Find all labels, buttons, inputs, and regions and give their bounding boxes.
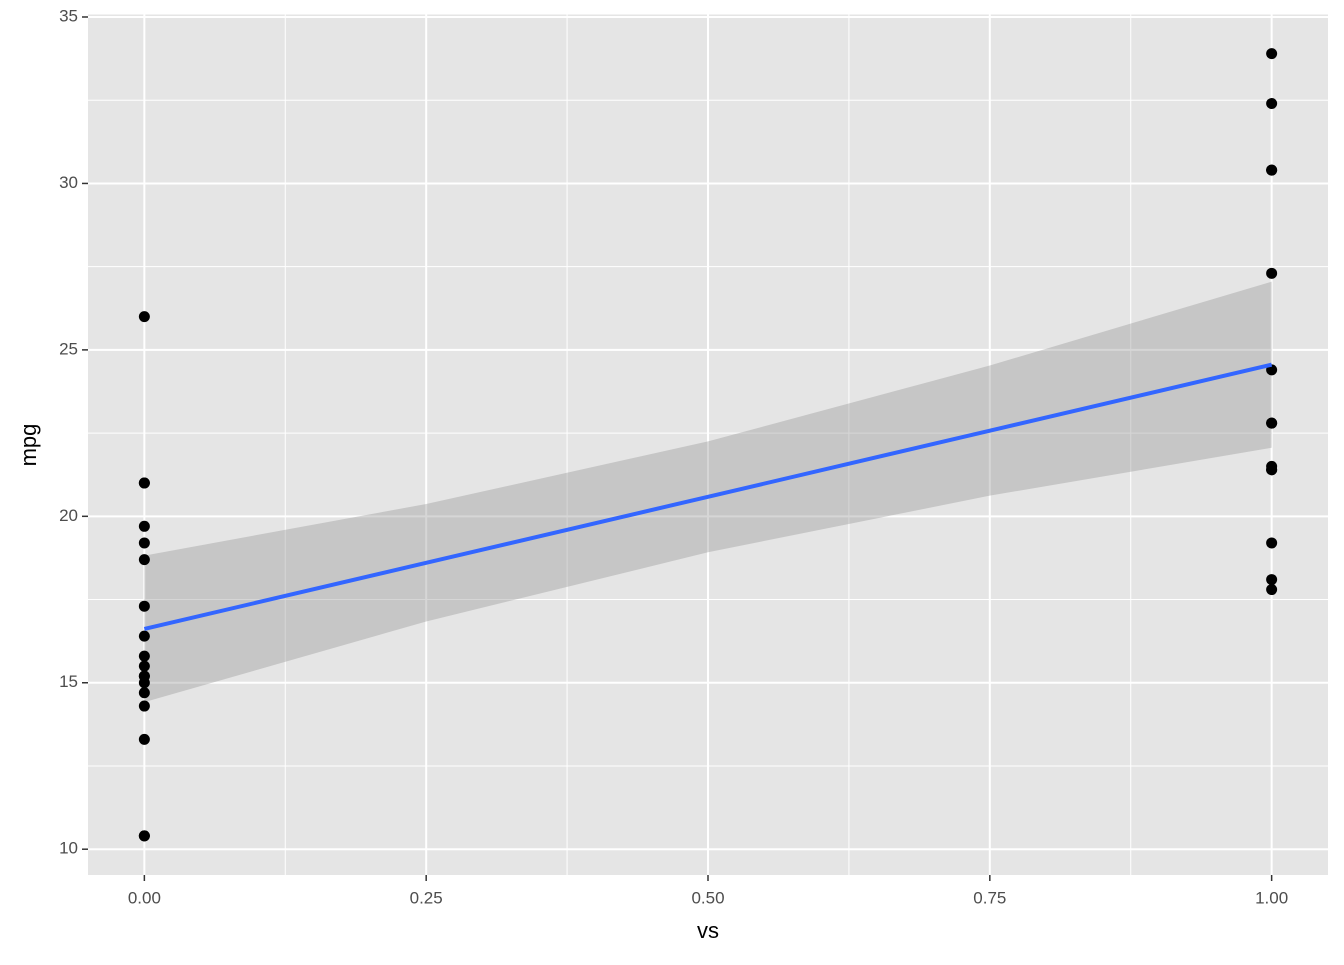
y-tick-label: 20 — [59, 506, 78, 525]
y-tick-label: 10 — [59, 839, 78, 858]
data-point — [138, 477, 150, 489]
data-point — [138, 520, 150, 532]
y-tick-label: 25 — [59, 339, 78, 358]
data-point — [1266, 464, 1278, 476]
data-point — [138, 311, 150, 323]
data-point — [1266, 48, 1278, 60]
x-axis-title: vs — [697, 918, 719, 943]
y-axis-title: mpg — [16, 424, 41, 467]
data-point — [138, 733, 150, 745]
data-point — [138, 554, 150, 566]
data-point — [1266, 537, 1278, 549]
confidence-band — [144, 281, 1272, 703]
data-point — [138, 830, 150, 842]
data-point — [138, 630, 150, 642]
data-point — [138, 600, 150, 612]
data-point — [1266, 267, 1278, 279]
x-tick-label: 0.00 — [128, 888, 161, 907]
y-tick-label: 15 — [59, 672, 78, 691]
data-point — [1266, 164, 1278, 176]
data-point — [138, 687, 150, 699]
x-tick-label: 1.00 — [1255, 888, 1288, 907]
data-point — [1266, 574, 1278, 586]
x-tick-label: 0.75 — [973, 888, 1006, 907]
x-tick-label: 0.50 — [691, 888, 724, 907]
y-tick-label: 35 — [59, 6, 78, 25]
data-point — [138, 677, 150, 689]
data-point — [1266, 98, 1278, 110]
data-point — [138, 650, 150, 662]
data-point — [1266, 584, 1278, 596]
fit-line — [143, 362, 1273, 631]
data-point — [138, 660, 150, 672]
y-tick-label: 30 — [59, 173, 78, 192]
data-point — [138, 700, 150, 712]
x-tick-label: 0.25 — [410, 888, 443, 907]
data-point — [138, 537, 150, 549]
data-point — [1266, 417, 1278, 429]
